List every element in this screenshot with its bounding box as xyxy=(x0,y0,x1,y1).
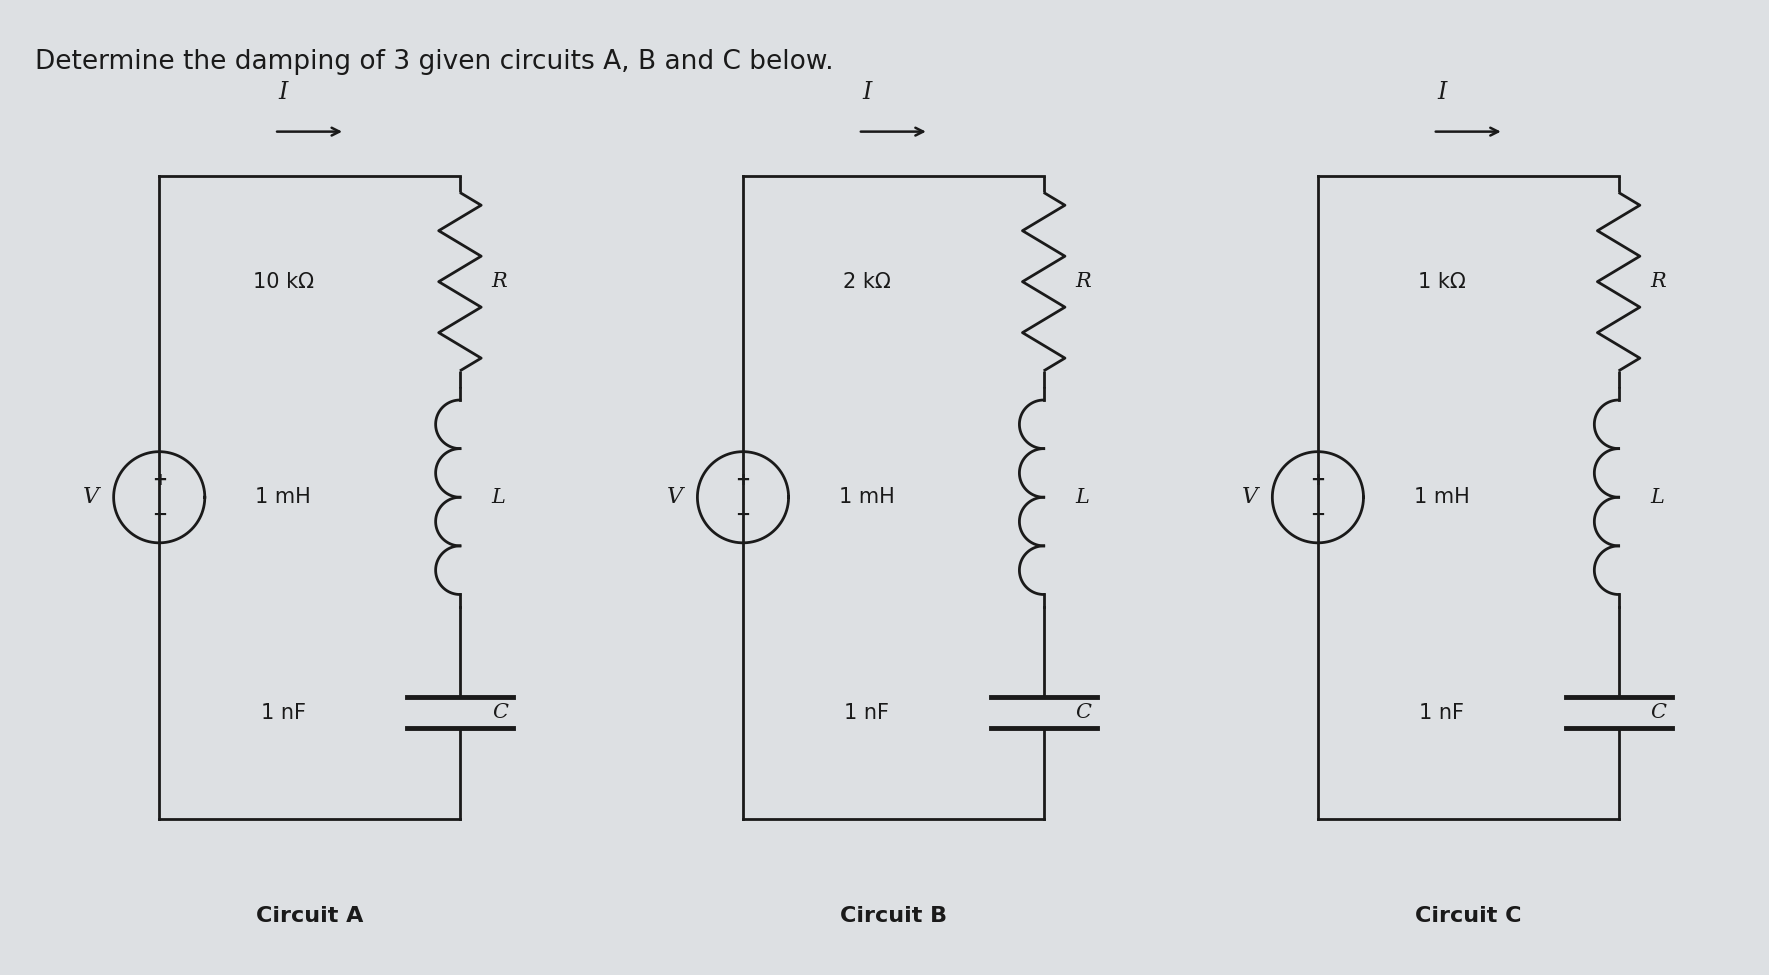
Text: Circuit B: Circuit B xyxy=(840,907,946,926)
Text: 1 mH: 1 mH xyxy=(839,488,895,507)
Text: −: − xyxy=(152,506,166,524)
Text: 1 mH: 1 mH xyxy=(255,488,311,507)
Text: L: L xyxy=(1076,488,1090,507)
Text: C: C xyxy=(492,703,508,722)
Text: V: V xyxy=(667,487,683,508)
Text: Circuit A: Circuit A xyxy=(257,907,363,926)
Text: 10 kΩ: 10 kΩ xyxy=(253,272,313,292)
Text: +: + xyxy=(736,471,750,488)
Text: −: − xyxy=(1311,506,1325,524)
Text: L: L xyxy=(1650,488,1665,507)
Text: 1 kΩ: 1 kΩ xyxy=(1419,272,1465,292)
Text: 1 mH: 1 mH xyxy=(1413,488,1470,507)
Text: R: R xyxy=(492,272,508,292)
Text: +: + xyxy=(152,471,166,488)
Text: V: V xyxy=(1242,487,1258,508)
Text: I: I xyxy=(278,81,288,104)
Text: C: C xyxy=(1650,703,1666,722)
Text: L: L xyxy=(492,488,506,507)
Text: 1 nF: 1 nF xyxy=(844,703,890,722)
Text: 2 kΩ: 2 kΩ xyxy=(844,272,890,292)
Text: 1 nF: 1 nF xyxy=(260,703,306,722)
Text: R: R xyxy=(1076,272,1091,292)
Text: Circuit C: Circuit C xyxy=(1415,907,1521,926)
Text: +: + xyxy=(1311,471,1325,488)
Text: 1 nF: 1 nF xyxy=(1419,703,1465,722)
Text: I: I xyxy=(1436,81,1447,104)
Text: R: R xyxy=(1650,272,1666,292)
Text: I: I xyxy=(862,81,872,104)
Text: Determine the damping of 3 given circuits A, B and C below.: Determine the damping of 3 given circuit… xyxy=(35,49,833,75)
Text: C: C xyxy=(1076,703,1091,722)
Text: −: − xyxy=(736,506,750,524)
Text: V: V xyxy=(83,487,99,508)
